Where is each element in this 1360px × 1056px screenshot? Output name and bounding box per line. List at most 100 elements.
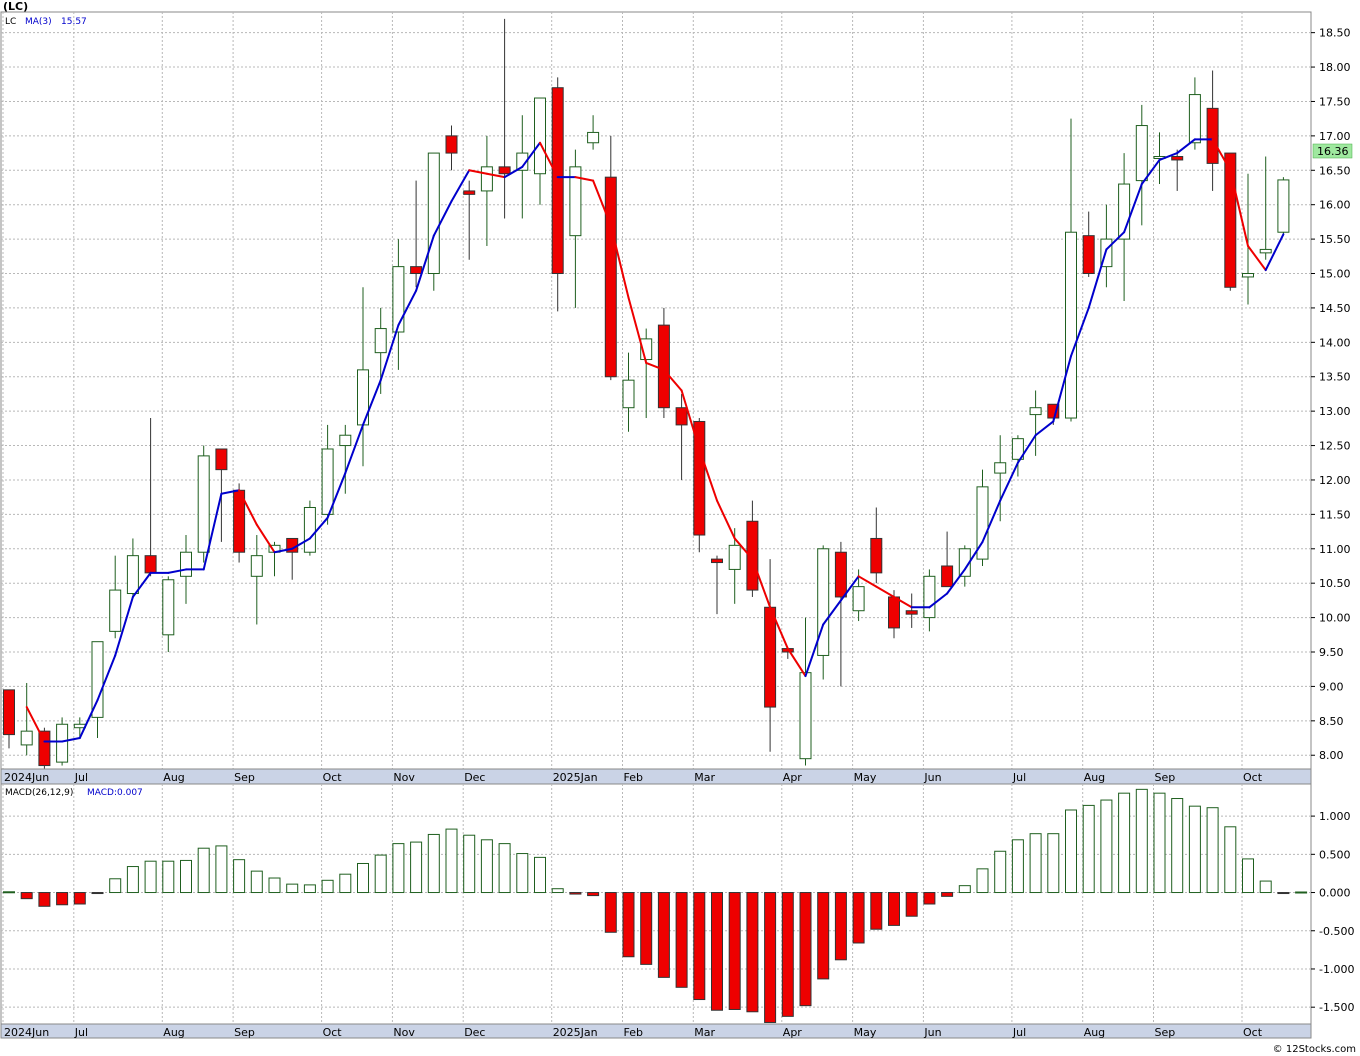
price-y-tick-label: 15.00 <box>1319 268 1351 281</box>
candle-down <box>410 266 423 275</box>
macd-bar-positive <box>516 853 529 894</box>
candle-up <box>923 575 936 619</box>
ma-segment <box>485 172 506 179</box>
macd-bar-positive <box>357 862 369 894</box>
ma-segment <box>1140 158 1161 186</box>
macd-bar-positive <box>233 859 246 894</box>
ma-segment <box>255 523 276 554</box>
ma-segment <box>1211 138 1232 172</box>
candle-down <box>1171 156 1184 161</box>
price-x-tick-label: Jun <box>923 771 941 784</box>
ma-segment <box>379 324 400 382</box>
macd-bar-negative <box>905 892 918 917</box>
candle-up <box>1277 179 1290 233</box>
candle-down <box>764 606 777 708</box>
macd-bar-negative <box>73 892 86 905</box>
price-x-tick-label: Nov <box>393 771 415 784</box>
ma-segment <box>786 647 807 678</box>
candle-up <box>1118 183 1131 240</box>
candle-up <box>427 152 440 275</box>
ma-segment <box>627 296 648 364</box>
candle-up <box>1259 248 1272 254</box>
macd-bar-positive <box>339 873 352 894</box>
price-y-tick-label: 8.00 <box>1319 749 1344 762</box>
macd-bar-positive <box>392 843 405 894</box>
ma-segment <box>574 176 595 182</box>
price-y-tick-label: 16.00 <box>1319 199 1351 212</box>
candle-down <box>38 730 51 767</box>
price-y-tick-label: 15.50 <box>1319 233 1351 246</box>
candle-up <box>569 166 582 237</box>
macd-panel-frame <box>0 783 1312 1025</box>
macd-bar-negative <box>675 892 688 988</box>
ma-segment <box>273 547 294 554</box>
candle-down <box>834 551 847 598</box>
macd-bar-negative <box>764 892 777 1023</box>
candle-up <box>622 379 635 409</box>
ma-segment <box>539 141 559 179</box>
macd-x-tick-label: Aug <box>1084 1026 1105 1039</box>
ma-segment <box>521 141 541 168</box>
candle-up <box>480 166 493 192</box>
macd-bar-negative <box>799 892 812 1007</box>
price-x-tick-label: Oct <box>1243 771 1263 784</box>
price-y-tick-label: 10.00 <box>1319 612 1351 625</box>
macd-bar-negative <box>711 892 723 1011</box>
price-y-tick-label: 9.50 <box>1319 646 1344 659</box>
macd-bar-positive <box>303 884 316 894</box>
macd-bar-positive <box>1153 792 1166 894</box>
ma-segment <box>25 706 46 743</box>
macd-x-tick-label: Oct <box>323 1026 343 1039</box>
macd-bar-positive <box>109 878 122 894</box>
macd-histogram <box>3 788 1308 1023</box>
candle-up <box>321 448 334 515</box>
price-y-tick-label: 18.00 <box>1319 61 1351 74</box>
candle-down <box>693 420 706 536</box>
price-y-tick-label: 16.50 <box>1319 164 1351 177</box>
macd-x-axis-band <box>0 1023 1312 1039</box>
macd-bar-positive <box>1295 891 1308 894</box>
macd-bar-positive <box>994 850 1007 894</box>
macd-bar-negative <box>91 892 104 895</box>
candle-down <box>870 537 883 574</box>
candle-down <box>1224 152 1237 288</box>
macd-bar-negative <box>587 892 600 897</box>
candle-up <box>1242 273 1254 278</box>
watermark: © 12Stocks.com <box>1273 1044 1356 1055</box>
ma-segment <box>415 234 435 292</box>
macd-y-tick-label: -1.000 <box>1319 963 1354 976</box>
ma-segment <box>220 489 241 495</box>
macd-bar-positive <box>1011 839 1024 894</box>
ma-segment <box>1123 183 1143 234</box>
price-x-tick-label: Dec <box>464 771 485 784</box>
candle-up <box>817 548 830 656</box>
macd-bar-positive <box>534 856 546 894</box>
macd-bar-positive <box>286 883 299 894</box>
candle-up <box>162 579 175 636</box>
ma-segment <box>893 595 913 609</box>
macd-x-tick-label: Nov <box>393 1026 415 1039</box>
macd-bar-positive <box>463 834 476 894</box>
candle-up <box>126 555 139 595</box>
ma-segment <box>698 447 718 502</box>
macd-bar-negative <box>604 892 617 933</box>
macd-bar-positive <box>410 841 423 894</box>
candle-down <box>941 565 954 588</box>
candle-up <box>1135 125 1148 182</box>
macd-bar-positive <box>144 860 157 894</box>
macd-bar-negative <box>781 892 794 1017</box>
ma-segment <box>1176 138 1196 155</box>
macd-legend-value: MACD:0.007 <box>87 788 143 798</box>
candle-up <box>197 455 210 553</box>
price-y-tick-label: 17.50 <box>1319 95 1351 108</box>
ma-segment <box>645 361 665 371</box>
macd-bar-positive <box>321 879 334 894</box>
macd-y-tick-label: 0.000 <box>1319 887 1351 900</box>
ma-segment <box>1070 306 1090 358</box>
macd-bar-positive <box>1135 788 1148 894</box>
candle-down <box>746 520 759 591</box>
candle-up <box>303 506 316 553</box>
macd-x-tick-label: May <box>854 1026 877 1039</box>
candle-up <box>799 672 812 760</box>
ma-segment <box>503 165 524 179</box>
